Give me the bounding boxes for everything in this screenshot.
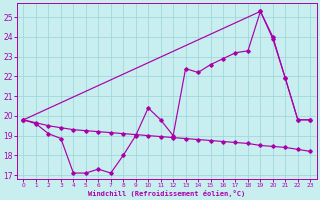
X-axis label: Windchill (Refroidissement éolien,°C): Windchill (Refroidissement éolien,°C) [88, 190, 245, 197]
